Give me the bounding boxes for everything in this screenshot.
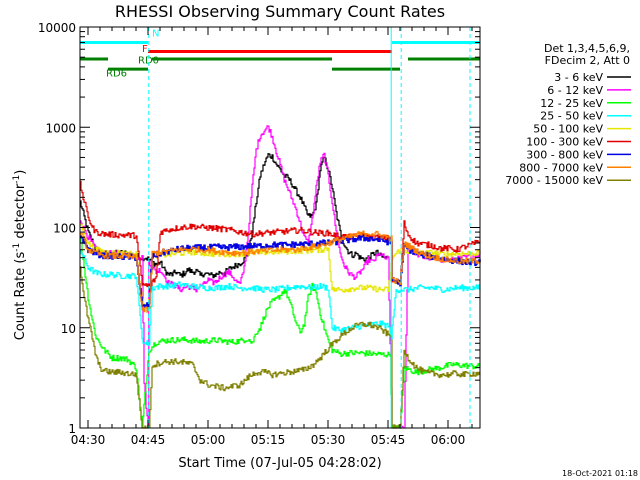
legend-label-6: 300 - 800 keV bbox=[526, 148, 603, 161]
y-axis-label-sup1: -1 bbox=[12, 243, 22, 252]
x-tick-label-6: 06:00 bbox=[431, 433, 466, 447]
flag-label-0: N bbox=[152, 29, 159, 40]
legend-label-8: 7000 - 15000 keV bbox=[505, 174, 603, 187]
y-axis-label-main: Count Rate (s bbox=[13, 252, 28, 341]
series-line-5 bbox=[80, 180, 481, 288]
legend-label-2: 12 - 25 keV bbox=[540, 97, 603, 110]
y-axis-label: Count Rate (s-1 detector-1) bbox=[12, 170, 28, 341]
legend-label-0: 3 - 6 keV bbox=[554, 71, 603, 84]
legend-label-4: 50 - 100 keV bbox=[533, 123, 603, 136]
y-axis-label-mid: detector bbox=[13, 183, 28, 243]
series-line-3 bbox=[80, 249, 481, 346]
legend-label-1: 6 - 12 keV bbox=[547, 84, 603, 97]
flag-label-2: RD0 bbox=[138, 56, 159, 67]
y-tick-label-1: 10 bbox=[61, 322, 76, 336]
y-tick-label-3: 1000 bbox=[45, 121, 76, 135]
series-line-7 bbox=[80, 230, 481, 313]
footer-date: 18-Oct-2021 01:18 bbox=[562, 469, 638, 478]
series-line-2 bbox=[80, 238, 481, 429]
x-axis-label: Start Time (07-Jul-05 04:28:02) bbox=[178, 456, 381, 471]
y-axis-label-sup2: -1 bbox=[12, 175, 22, 184]
x-tick-label-4: 05:30 bbox=[311, 433, 346, 447]
legend-header-1: FDecim 2, Att 0 bbox=[545, 54, 630, 67]
legend-label-7: 800 - 7000 keV bbox=[519, 161, 603, 174]
x-tick-label-2: 05:00 bbox=[191, 433, 226, 447]
y-axis-label-end: ) bbox=[13, 170, 28, 175]
legend-header-0: Det 1,3,4,5,6,9, bbox=[544, 42, 630, 55]
axes-layer: 04:30 04:45 05:00 05:15 05:30 05:45 06:00 1 10 10… bbox=[38, 21, 481, 447]
chart-title: RHESSI Observing Summary Count Rates bbox=[115, 2, 445, 21]
x-tick-label-1: 04:45 bbox=[131, 433, 166, 447]
flag-label-3: RD6 bbox=[106, 69, 127, 80]
legend: Det 1,3,4,5,6,9,FDecim 2, Att 0 3 - 6 keV… bbox=[505, 42, 631, 187]
legend-label-5: 100 - 300 keV bbox=[526, 136, 603, 149]
y-tick-label-4: 10000 bbox=[38, 21, 76, 35]
y-tick-label-2: 100 bbox=[53, 222, 76, 236]
x-tick-label-5: 05:45 bbox=[371, 433, 406, 447]
x-tick-label-0: 04:30 bbox=[71, 433, 106, 447]
y-tick-label-0: 1 bbox=[68, 422, 76, 436]
flag-label-1: F bbox=[142, 44, 148, 55]
series-line-6 bbox=[80, 234, 481, 308]
x-tick-label-3: 05:15 bbox=[251, 433, 286, 447]
legend-label-3: 25 - 50 keV bbox=[540, 110, 603, 123]
